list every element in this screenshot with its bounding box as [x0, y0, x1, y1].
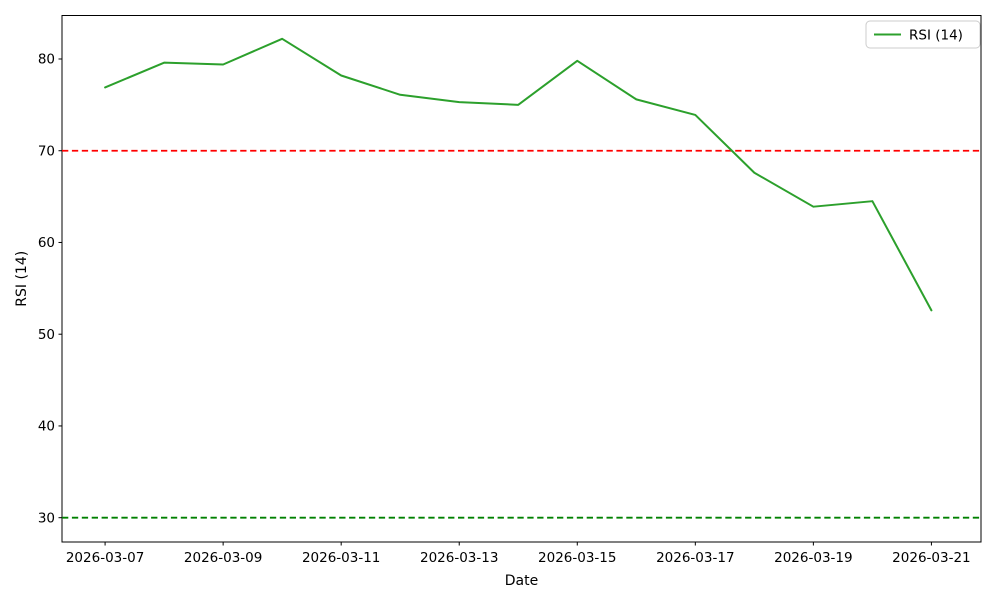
x-tick-label: 2026-03-21	[892, 550, 970, 566]
x-axis: 2026-03-07 2026-03-09 2026-03-11 2026-03-13…	[66, 542, 971, 566]
plot-area	[61, 15, 982, 543]
rsi-series-line	[104, 37, 933, 312]
y-tick-label: 70	[38, 143, 55, 159]
y-tick-label: 30	[38, 510, 55, 526]
legend: RSI (14)	[865, 20, 981, 49]
x-tick-label: 2026-03-17	[656, 550, 734, 566]
reference-lines	[62, 149, 981, 519]
y-tick-label: 60	[38, 235, 55, 251]
x-tick-label: 2026-03-09	[184, 550, 262, 566]
y-tick-label: 80	[38, 52, 55, 68]
y-tick-label: 40	[38, 419, 55, 435]
x-tick-label: 2026-03-11	[302, 550, 380, 566]
x-tick-label: 2026-03-13	[420, 550, 498, 566]
series-lines	[104, 37, 933, 312]
x-axis-label: Date	[505, 573, 538, 589]
x-tick-label: 2026-03-07	[66, 550, 144, 566]
legend-box	[865, 20, 981, 49]
y-axis-label: RSI (14)	[14, 251, 30, 307]
y-axis: 30 40 50 60 70 80	[38, 52, 62, 526]
x-tick-label: 2026-03-15	[538, 550, 616, 566]
legend-entry-rsi: RSI (14)	[909, 28, 963, 44]
x-tick-label: 2026-03-19	[774, 550, 852, 566]
y-tick-label: 50	[38, 327, 55, 343]
